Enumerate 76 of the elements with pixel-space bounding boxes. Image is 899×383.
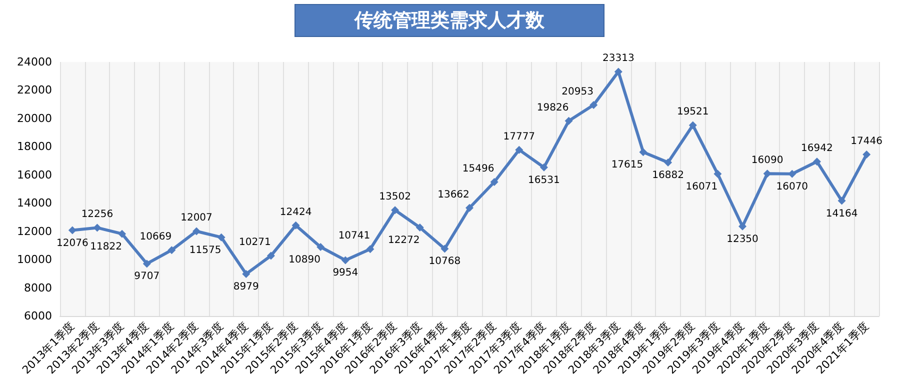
- point: [118, 230, 126, 238]
- data-label: 16090: [751, 155, 784, 166]
- data-label: 16070: [776, 181, 808, 192]
- point: [590, 100, 598, 109]
- data-label: 16942: [801, 143, 833, 154]
- data-label: 9954: [332, 268, 358, 279]
- point: [664, 158, 672, 166]
- point: [341, 256, 350, 264]
- data-label: 10271: [239, 237, 271, 248]
- data-label: 11575: [189, 244, 222, 256]
- point: [639, 148, 648, 156]
- data-label: 17615: [611, 160, 644, 171]
- point: [217, 233, 226, 242]
- point: [838, 196, 846, 205]
- point: [93, 224, 102, 232]
- point: [788, 170, 796, 178]
- y-tick-label: 18000: [17, 140, 52, 154]
- data-label: 14164: [826, 208, 858, 220]
- data-label: 12350: [726, 234, 758, 245]
- point: [292, 221, 300, 230]
- data-label: 15496: [462, 164, 494, 174]
- y-tick-label: 10000: [17, 253, 52, 266]
- data-label: 16071: [686, 181, 718, 192]
- data-label: 16531: [528, 174, 560, 186]
- point: [366, 245, 374, 254]
- y-tick-label: 22000: [17, 84, 52, 97]
- data-label: 11822: [90, 241, 122, 252]
- data-label: 10890: [288, 254, 320, 266]
- data-label: 20953: [562, 86, 594, 98]
- y-tick-label: 12000: [17, 224, 52, 238]
- point: [416, 223, 424, 232]
- y-tick-label: 16000: [17, 168, 52, 182]
- data-label: 12256: [81, 209, 114, 220]
- data-label: 12007: [180, 212, 212, 224]
- point: [242, 270, 250, 278]
- point: [515, 146, 524, 154]
- point: [466, 204, 474, 212]
- data-label: 17446: [850, 136, 882, 147]
- point: [812, 158, 821, 166]
- point: [68, 226, 76, 234]
- data-label: 13502: [379, 192, 411, 203]
- data-label: 10768: [428, 256, 461, 268]
- data-label: 19521: [676, 106, 709, 118]
- y-tick-label: 14000: [17, 196, 52, 210]
- point: [440, 244, 449, 253]
- data-label: 17777: [503, 131, 536, 142]
- point: [391, 206, 400, 214]
- data-label: 8979: [233, 281, 259, 292]
- data-label: 13662: [438, 189, 470, 200]
- data-label: 9707: [134, 271, 160, 282]
- point: [564, 116, 573, 125]
- data-label: 16882: [652, 170, 684, 181]
- data-label: 10669: [140, 232, 172, 243]
- point: [540, 163, 548, 172]
- point: [714, 170, 722, 178]
- data-label: 12272: [388, 234, 420, 246]
- data-label: 23313: [602, 53, 634, 64]
- point: [862, 150, 871, 158]
- point: [490, 178, 498, 186]
- point: [168, 246, 176, 254]
- data-label: 10741: [338, 230, 370, 242]
- point: [614, 68, 622, 76]
- point: [266, 252, 275, 260]
- point: [192, 227, 200, 236]
- y-tick-label: 8000: [24, 281, 52, 294]
- chart-title: 传统管理类需求人才数: [354, 10, 546, 32]
- point: [142, 260, 151, 268]
- y-tick-label: 6000: [24, 310, 52, 322]
- data-label: 12424: [280, 206, 312, 218]
- point: [738, 222, 746, 230]
- y-tick-label: 20000: [17, 112, 52, 125]
- point: [688, 121, 697, 130]
- y-tick-label: 24000: [17, 56, 52, 68]
- data-label: 12076: [56, 238, 88, 249]
- data-label: 19826: [536, 102, 569, 114]
- point: [316, 242, 325, 251]
